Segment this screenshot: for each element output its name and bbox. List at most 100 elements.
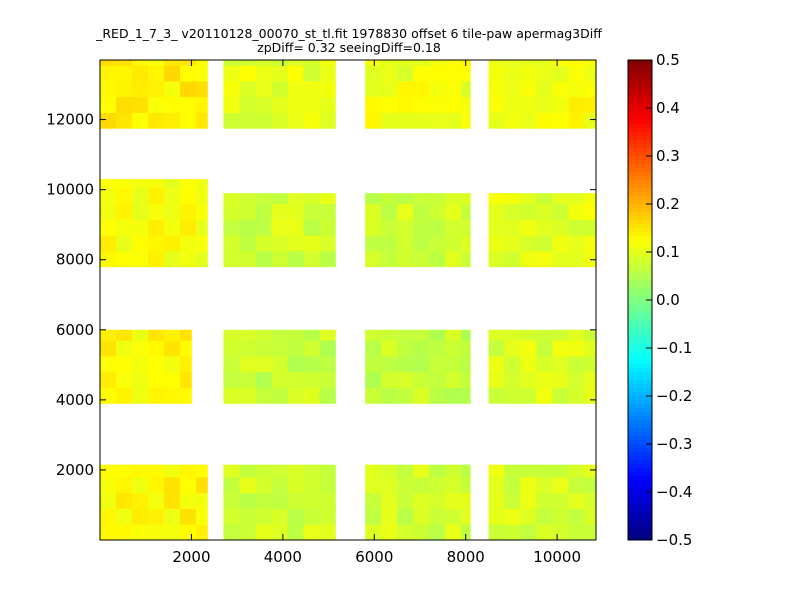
colorbar-segment xyxy=(628,228,652,233)
heatmap-cell-block-9 xyxy=(223,250,240,268)
heatmap-cell-block-12 xyxy=(164,81,181,98)
x-tick-label: 8000 xyxy=(447,548,485,566)
heatmap-cell-block-8 xyxy=(148,203,165,220)
colorbar-segment xyxy=(628,208,652,213)
heatmap-cell-block-10 xyxy=(365,193,382,205)
heatmap-cell-block-13 xyxy=(255,96,272,113)
heatmap-cell-block-15 xyxy=(584,96,597,113)
heatmap-cell-block-12 xyxy=(196,60,208,66)
heatmap-cell-block-8 xyxy=(164,250,181,268)
heatmap-cell-block-8 xyxy=(196,179,208,189)
heatmap-cell-block-13 xyxy=(271,112,288,129)
heatmap-cell-block-8 xyxy=(180,235,197,252)
heatmap-cell-block-1 xyxy=(287,476,304,494)
heatmap-cell-block-10 xyxy=(413,193,430,205)
heatmap-cell-block-4 xyxy=(116,356,133,373)
heatmap-cell-block-10 xyxy=(381,203,398,220)
heatmap-cell-block-14 xyxy=(445,65,462,82)
colorbar-segment xyxy=(628,272,652,277)
heatmap-cell-block-10 xyxy=(413,219,430,236)
colorbar-segment xyxy=(628,160,652,165)
heatmap-cell-block-11 xyxy=(584,250,597,268)
heatmap-cell-block-8 xyxy=(132,219,149,236)
heatmap-cell-block-10 xyxy=(461,219,471,236)
heatmap-cell-block-5 xyxy=(303,371,320,388)
heatmap-cell-block-11 xyxy=(568,250,585,268)
heatmap-cell-block-9 xyxy=(287,235,304,252)
colorbar-segment xyxy=(628,284,652,289)
heatmap-cell-block-5 xyxy=(239,340,256,357)
colorbar-segment xyxy=(628,172,652,177)
heatmap-cell-block-3 xyxy=(520,476,537,494)
heatmap-cell-block-1 xyxy=(271,524,288,541)
colorbar-segment xyxy=(628,528,652,533)
heatmap-cell-block-7 xyxy=(552,340,569,357)
heatmap-cell-block-1 xyxy=(319,464,336,478)
colorbar-segment xyxy=(628,148,652,153)
heatmap-cell-block-2 xyxy=(413,476,430,494)
y-tick-label: 2000 xyxy=(56,461,94,479)
colorbar-tick-label: 0.4 xyxy=(656,99,680,117)
heatmap-cell-block-5 xyxy=(223,329,240,341)
heatmap-cell-block-6 xyxy=(365,371,382,388)
heatmap-cell-block-13 xyxy=(287,112,304,129)
heatmap-cell-block-12 xyxy=(148,96,165,113)
heatmap-cell-block-13 xyxy=(319,65,336,82)
colorbar-segment xyxy=(628,88,652,93)
heatmap-cell-block-1 xyxy=(303,492,320,509)
heatmap-cell-block-9 xyxy=(223,235,240,252)
heatmap-cell-block-4 xyxy=(132,329,149,341)
heatmap-cell-block-15 xyxy=(504,96,521,113)
heatmap-cell-block-9 xyxy=(287,219,304,236)
heatmap-cell-block-8 xyxy=(100,179,117,189)
heatmap-cell-block-5 xyxy=(255,371,272,388)
heatmap-cell-block-11 xyxy=(584,193,597,205)
heatmap-cell-block-13 xyxy=(303,60,320,66)
heatmap-cell-block-2 xyxy=(365,492,382,509)
heatmap-cell-block-9 xyxy=(303,193,320,205)
heatmap-cell-block-0 xyxy=(148,476,165,494)
heatmap-cell-block-13 xyxy=(239,65,256,82)
heatmap-cell-block-15 xyxy=(536,60,553,66)
y-tick-label: 10000 xyxy=(46,181,94,199)
heatmap-cell-block-12 xyxy=(116,81,133,98)
heatmap-cell-block-0 xyxy=(100,476,117,494)
heatmap-cell-block-10 xyxy=(461,235,471,252)
heatmap-cell-block-9 xyxy=(255,203,272,220)
x-tick-label: 10000 xyxy=(533,548,581,566)
colorbar-segment xyxy=(628,84,652,89)
heatmap-cell-block-9 xyxy=(255,193,272,205)
heatmap-cell-block-11 xyxy=(552,203,569,220)
heatmap-cell-block-3 xyxy=(504,476,521,494)
colorbar-segment xyxy=(628,384,652,389)
heatmap-cell-block-8 xyxy=(164,219,181,236)
heatmap-cell-block-12 xyxy=(164,60,181,66)
colorbar-segment xyxy=(628,144,652,149)
heatmap-cell-block-8 xyxy=(180,250,197,268)
colorbar-tick-label: −0.4 xyxy=(656,483,692,501)
colorbar-segment xyxy=(628,524,652,529)
heatmap-cell-block-15 xyxy=(536,112,553,129)
heatmap-cell-block-14 xyxy=(365,112,382,129)
heatmap-cell-block-15 xyxy=(488,81,505,98)
heatmap-cell-block-14 xyxy=(429,96,446,113)
heatmap-cell-block-15 xyxy=(568,112,585,129)
colorbar-segment xyxy=(628,176,652,181)
heatmap-cell-block-12 xyxy=(196,96,208,113)
heatmap-cell-block-8 xyxy=(100,187,117,205)
heatmap-cell-block-9 xyxy=(271,193,288,205)
heatmap-cell-block-14 xyxy=(461,81,471,98)
colorbar-segment xyxy=(628,412,652,417)
heatmap-cell-block-1 xyxy=(223,508,240,525)
heatmap-cell-block-6 xyxy=(413,371,430,388)
heatmap-cell-block-0 xyxy=(148,492,165,509)
heatmap-cell-block-15 xyxy=(504,60,521,66)
heatmap-cell-block-2 xyxy=(397,476,414,494)
heatmap-cell-block-7 xyxy=(488,329,505,341)
heatmap-cell-block-12 xyxy=(148,112,165,129)
heatmap-cell-block-5 xyxy=(255,340,272,357)
heatmap-cell-block-2 xyxy=(445,492,462,509)
colorbar-segment xyxy=(628,408,652,413)
heatmap-cell-block-2 xyxy=(381,492,398,509)
